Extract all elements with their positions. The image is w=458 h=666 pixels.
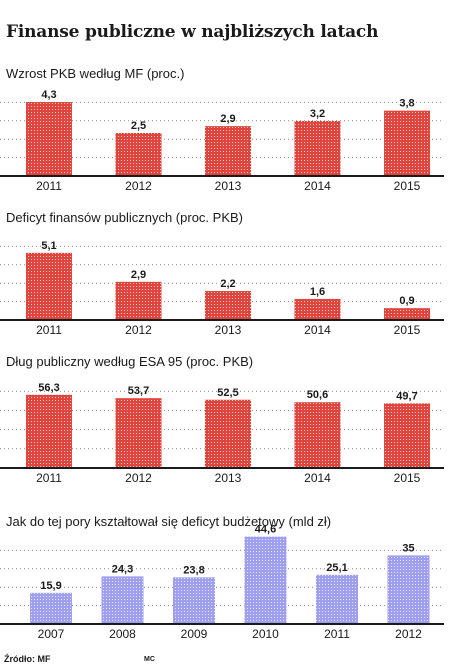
data-label: 35: [402, 542, 414, 554]
x-tick-label: 2007: [38, 627, 65, 641]
data-label: 50,6: [307, 389, 328, 401]
x-tick-label: 2008: [109, 627, 136, 641]
data-label: 2,9: [220, 113, 235, 125]
data-label: 52,5: [217, 387, 238, 399]
bar-2007: [30, 592, 72, 624]
bar-2013: [205, 126, 251, 176]
chart-4-title: Jak do tej pory kształtował się deficyt …: [6, 514, 332, 529]
bar-2011: [26, 394, 72, 468]
data-label: 23,8: [183, 564, 204, 576]
bar-2011: [316, 574, 358, 624]
data-label: 53,7: [128, 385, 149, 397]
author-credit: MC: [144, 656, 155, 663]
chart-1-title: Wzrost PKB według MF (proc.): [6, 66, 185, 81]
x-tick-label: 2013: [215, 179, 242, 193]
data-label: 2,5: [131, 120, 146, 132]
bar-2014: [294, 402, 341, 468]
data-label: 24,3: [112, 563, 133, 575]
bar-2015: [384, 403, 430, 468]
x-tick-label: 2009: [181, 627, 208, 641]
x-tick-label: 2011: [36, 323, 62, 337]
data-label: 0,9: [399, 295, 414, 307]
budget-deficit-chart: 15,9 2007 24,3 2008 23,8 2009 44,6 2010 25,1 2011…: [0, 524, 444, 641]
x-tick-label: 2011: [324, 627, 350, 641]
x-tick-label: 2015: [394, 323, 421, 337]
bar-2011: [26, 252, 72, 320]
x-tick-label: 2013: [215, 471, 242, 485]
bar-2012: [115, 398, 162, 468]
bar-2015: [384, 308, 430, 320]
data-label: 15,9: [40, 580, 61, 592]
bar-2011: [26, 102, 72, 176]
data-label: 3,8: [399, 98, 414, 110]
bar-2009: [173, 577, 215, 624]
data-label: 2,2: [220, 278, 235, 290]
x-tick-label: 2012: [125, 471, 152, 485]
bar-2013: [205, 291, 251, 320]
bar-2013: [205, 399, 251, 468]
gdp-growth-chart: 4,3 2011 2,5 2012 2,9 2013 3,2 2014 3,8 2015: [0, 89, 444, 193]
x-tick-label: 2012: [395, 627, 422, 641]
bar-2014: [294, 120, 341, 176]
x-tick-label: 2011: [36, 179, 62, 193]
data-label: 25,1: [326, 562, 347, 574]
source-note: Źródło: MF: [4, 654, 51, 664]
bar-2008: [101, 576, 144, 624]
data-label: 49,7: [396, 390, 417, 402]
x-tick-label: 2012: [125, 323, 152, 337]
bar-2012: [387, 555, 430, 624]
deficit-chart: 5,1 2011 2,9 2012 2,2 2013 1,6 2014 0,9 2015: [0, 240, 444, 337]
bar-2015: [384, 110, 430, 176]
x-tick-label: 2015: [394, 179, 421, 193]
x-tick-label: 2011: [36, 471, 62, 485]
bar-2014: [294, 298, 341, 320]
chart-2-title: Deficyt finansów publicznych (proc. PKB): [6, 210, 243, 225]
x-tick-label: 2012: [125, 179, 152, 193]
bar-2012: [115, 281, 162, 320]
bar-2010: [244, 536, 287, 624]
x-tick-label: 2014: [304, 179, 331, 193]
data-label: 44,6: [255, 524, 276, 536]
data-label: 3,2: [310, 108, 325, 120]
data-label: 2,9: [131, 269, 146, 281]
chart-3-title: Dług publiczny według ESA 95 (proc. PKB): [6, 354, 254, 369]
bar-2012: [115, 133, 162, 176]
data-label: 4,3: [41, 89, 56, 101]
x-tick-label: 2010: [252, 627, 279, 641]
x-tick-label: 2014: [304, 323, 331, 337]
data-label: 56,3: [38, 382, 59, 394]
x-tick-label: 2013: [215, 323, 242, 337]
public-debt-chart: 56,3 2011 53,7 2012 52,5 2013 50,6 2014 49,7 2015: [0, 382, 444, 485]
x-tick-label: 2014: [304, 471, 331, 485]
data-label: 1,6: [310, 286, 325, 298]
data-label: 5,1: [41, 240, 56, 252]
x-tick-label: 2015: [394, 471, 421, 485]
infographic-title: Finanse publiczne w najbliższych latach: [6, 22, 379, 42]
